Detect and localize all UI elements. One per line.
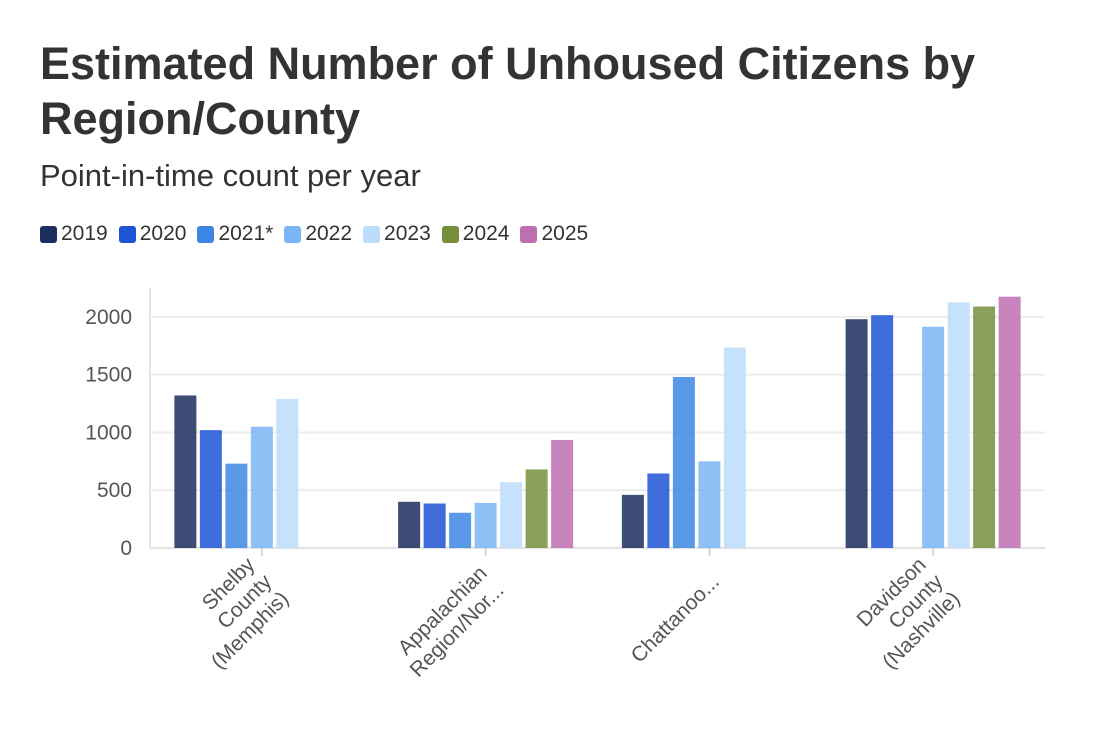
bar (845, 319, 868, 548)
legend-label: 2023 (384, 222, 431, 245)
bar (551, 439, 574, 548)
legend-item[interactable]: 2024 (441, 222, 510, 246)
x-category-label: AppalachianRegion/Nor... (394, 562, 509, 682)
legend-swatch (363, 225, 381, 243)
legend-swatch (284, 225, 302, 243)
y-tick-label: 2000 (85, 306, 132, 329)
bar (525, 469, 548, 548)
legend-label: 2021* (218, 222, 274, 245)
bar (647, 473, 670, 548)
bar (621, 494, 644, 548)
x-category-label-line: Chattanoo... (627, 570, 724, 667)
y-tick-label: 1500 (85, 364, 132, 387)
bar (199, 430, 222, 548)
legend-swatch (40, 225, 57, 243)
bar (672, 376, 695, 548)
bar (423, 503, 446, 548)
chart-subtitle: Point-in-time count per year (40, 158, 421, 193)
bar (973, 306, 996, 548)
legend-label: 2022 (305, 222, 353, 245)
bar (174, 395, 197, 548)
legend-item[interactable]: 2021* (197, 222, 273, 246)
x-category-label: Chattanoo... (627, 570, 724, 667)
legend-item[interactable]: 2025 (520, 222, 588, 246)
bar (250, 426, 273, 548)
legend-swatch (441, 225, 459, 243)
y-tick-label: 0 (120, 537, 132, 560)
legend: 2019 2020 2021* 2022 2023 2024 2025 (40, 222, 599, 246)
bar (947, 302, 970, 548)
bar (225, 463, 248, 548)
legend-label: 2024 (462, 222, 510, 245)
legend-label: 2020 (139, 222, 187, 245)
legend-item[interactable]: 2023 (363, 222, 431, 246)
bar (998, 296, 1021, 548)
legend-swatch (197, 225, 215, 243)
bar (500, 482, 523, 548)
y-tick-label: 1000 (85, 421, 132, 444)
legend-label: 2019 (61, 222, 108, 245)
chart-title: Estimated Number of Unhoused Citizens by… (40, 38, 976, 144)
legend-label: 2025 (541, 222, 589, 245)
legend-swatch (118, 225, 136, 243)
bar (922, 326, 945, 548)
bar (276, 398, 299, 548)
bar (398, 501, 421, 548)
bar (871, 315, 894, 548)
bar (698, 461, 721, 548)
legend-item[interactable]: 2019 (40, 222, 108, 246)
legend-item[interactable]: 2022 (284, 222, 352, 246)
bar (474, 502, 497, 548)
bar (723, 347, 746, 548)
legend-swatch (520, 225, 538, 243)
y-tick-label: 500 (97, 479, 132, 502)
legend-item[interactable]: 2020 (118, 222, 187, 246)
bar (449, 512, 472, 548)
